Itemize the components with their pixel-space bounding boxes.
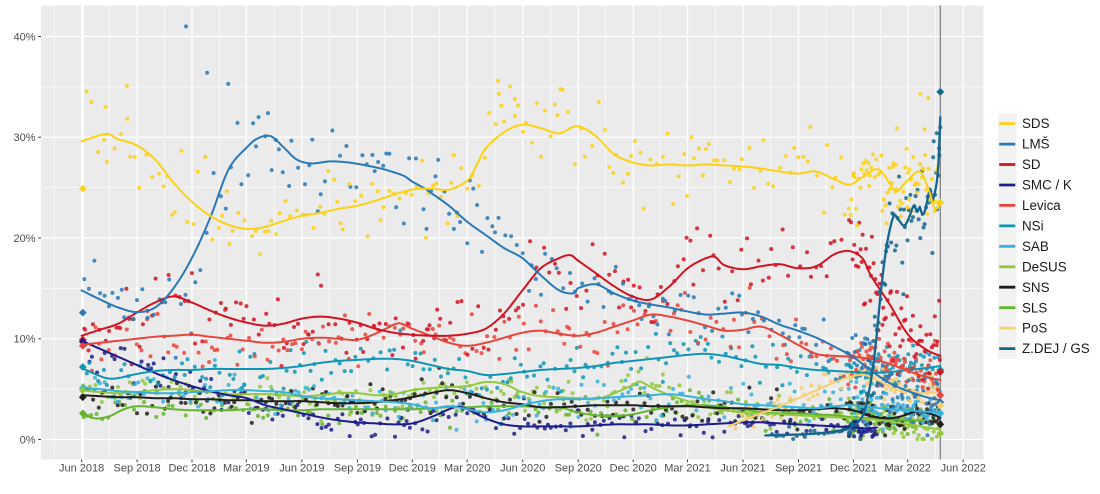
svg-text:Jun 2018: Jun 2018 [59,462,104,474]
svg-text:SAB: SAB [1022,239,1049,254]
svg-text:0%: 0% [20,434,36,446]
svg-text:LMŠ: LMŠ [1022,137,1050,152]
svg-text:Jun 2021: Jun 2021 [720,462,765,474]
svg-text:Dec 2018: Dec 2018 [168,462,215,474]
svg-text:DeSUS: DeSUS [1022,259,1067,274]
svg-text:30%: 30% [13,132,35,144]
svg-text:Z.DEJ / GS: Z.DEJ / GS [1022,341,1090,356]
svg-text:SNS: SNS [1022,280,1050,295]
svg-text:Dec 2020: Dec 2020 [610,462,657,474]
svg-text:Mar 2020: Mar 2020 [444,462,490,474]
svg-text:Mar 2021: Mar 2021 [664,462,710,474]
svg-text:10%: 10% [13,334,35,346]
svg-text:Dec 2019: Dec 2019 [389,462,436,474]
svg-text:Sep 2018: Sep 2018 [114,462,161,474]
svg-text:20%: 20% [13,233,35,245]
svg-text:NSi: NSi [1022,219,1044,234]
svg-text:Jun 2020: Jun 2020 [500,462,545,474]
svg-text:Sep 2021: Sep 2021 [775,462,822,474]
svg-text:SMC / K: SMC / K [1022,178,1072,193]
svg-text:SD: SD [1022,157,1041,172]
svg-text:Jun 2022: Jun 2022 [941,462,986,474]
svg-text:PoS: PoS [1022,321,1047,336]
svg-text:Levica: Levica [1022,198,1061,213]
svg-text:Jun 2019: Jun 2019 [279,462,324,474]
svg-text:SDS: SDS [1022,116,1050,131]
svg-text:SLS: SLS [1022,300,1047,315]
svg-text:Mar 2022: Mar 2022 [884,462,930,474]
svg-text:Sep 2019: Sep 2019 [334,462,381,474]
svg-text:40%: 40% [13,31,35,43]
svg-text:Dec 2021: Dec 2021 [830,462,877,474]
svg-text:Sep 2020: Sep 2020 [555,462,602,474]
svg-text:Mar 2019: Mar 2019 [223,462,269,474]
